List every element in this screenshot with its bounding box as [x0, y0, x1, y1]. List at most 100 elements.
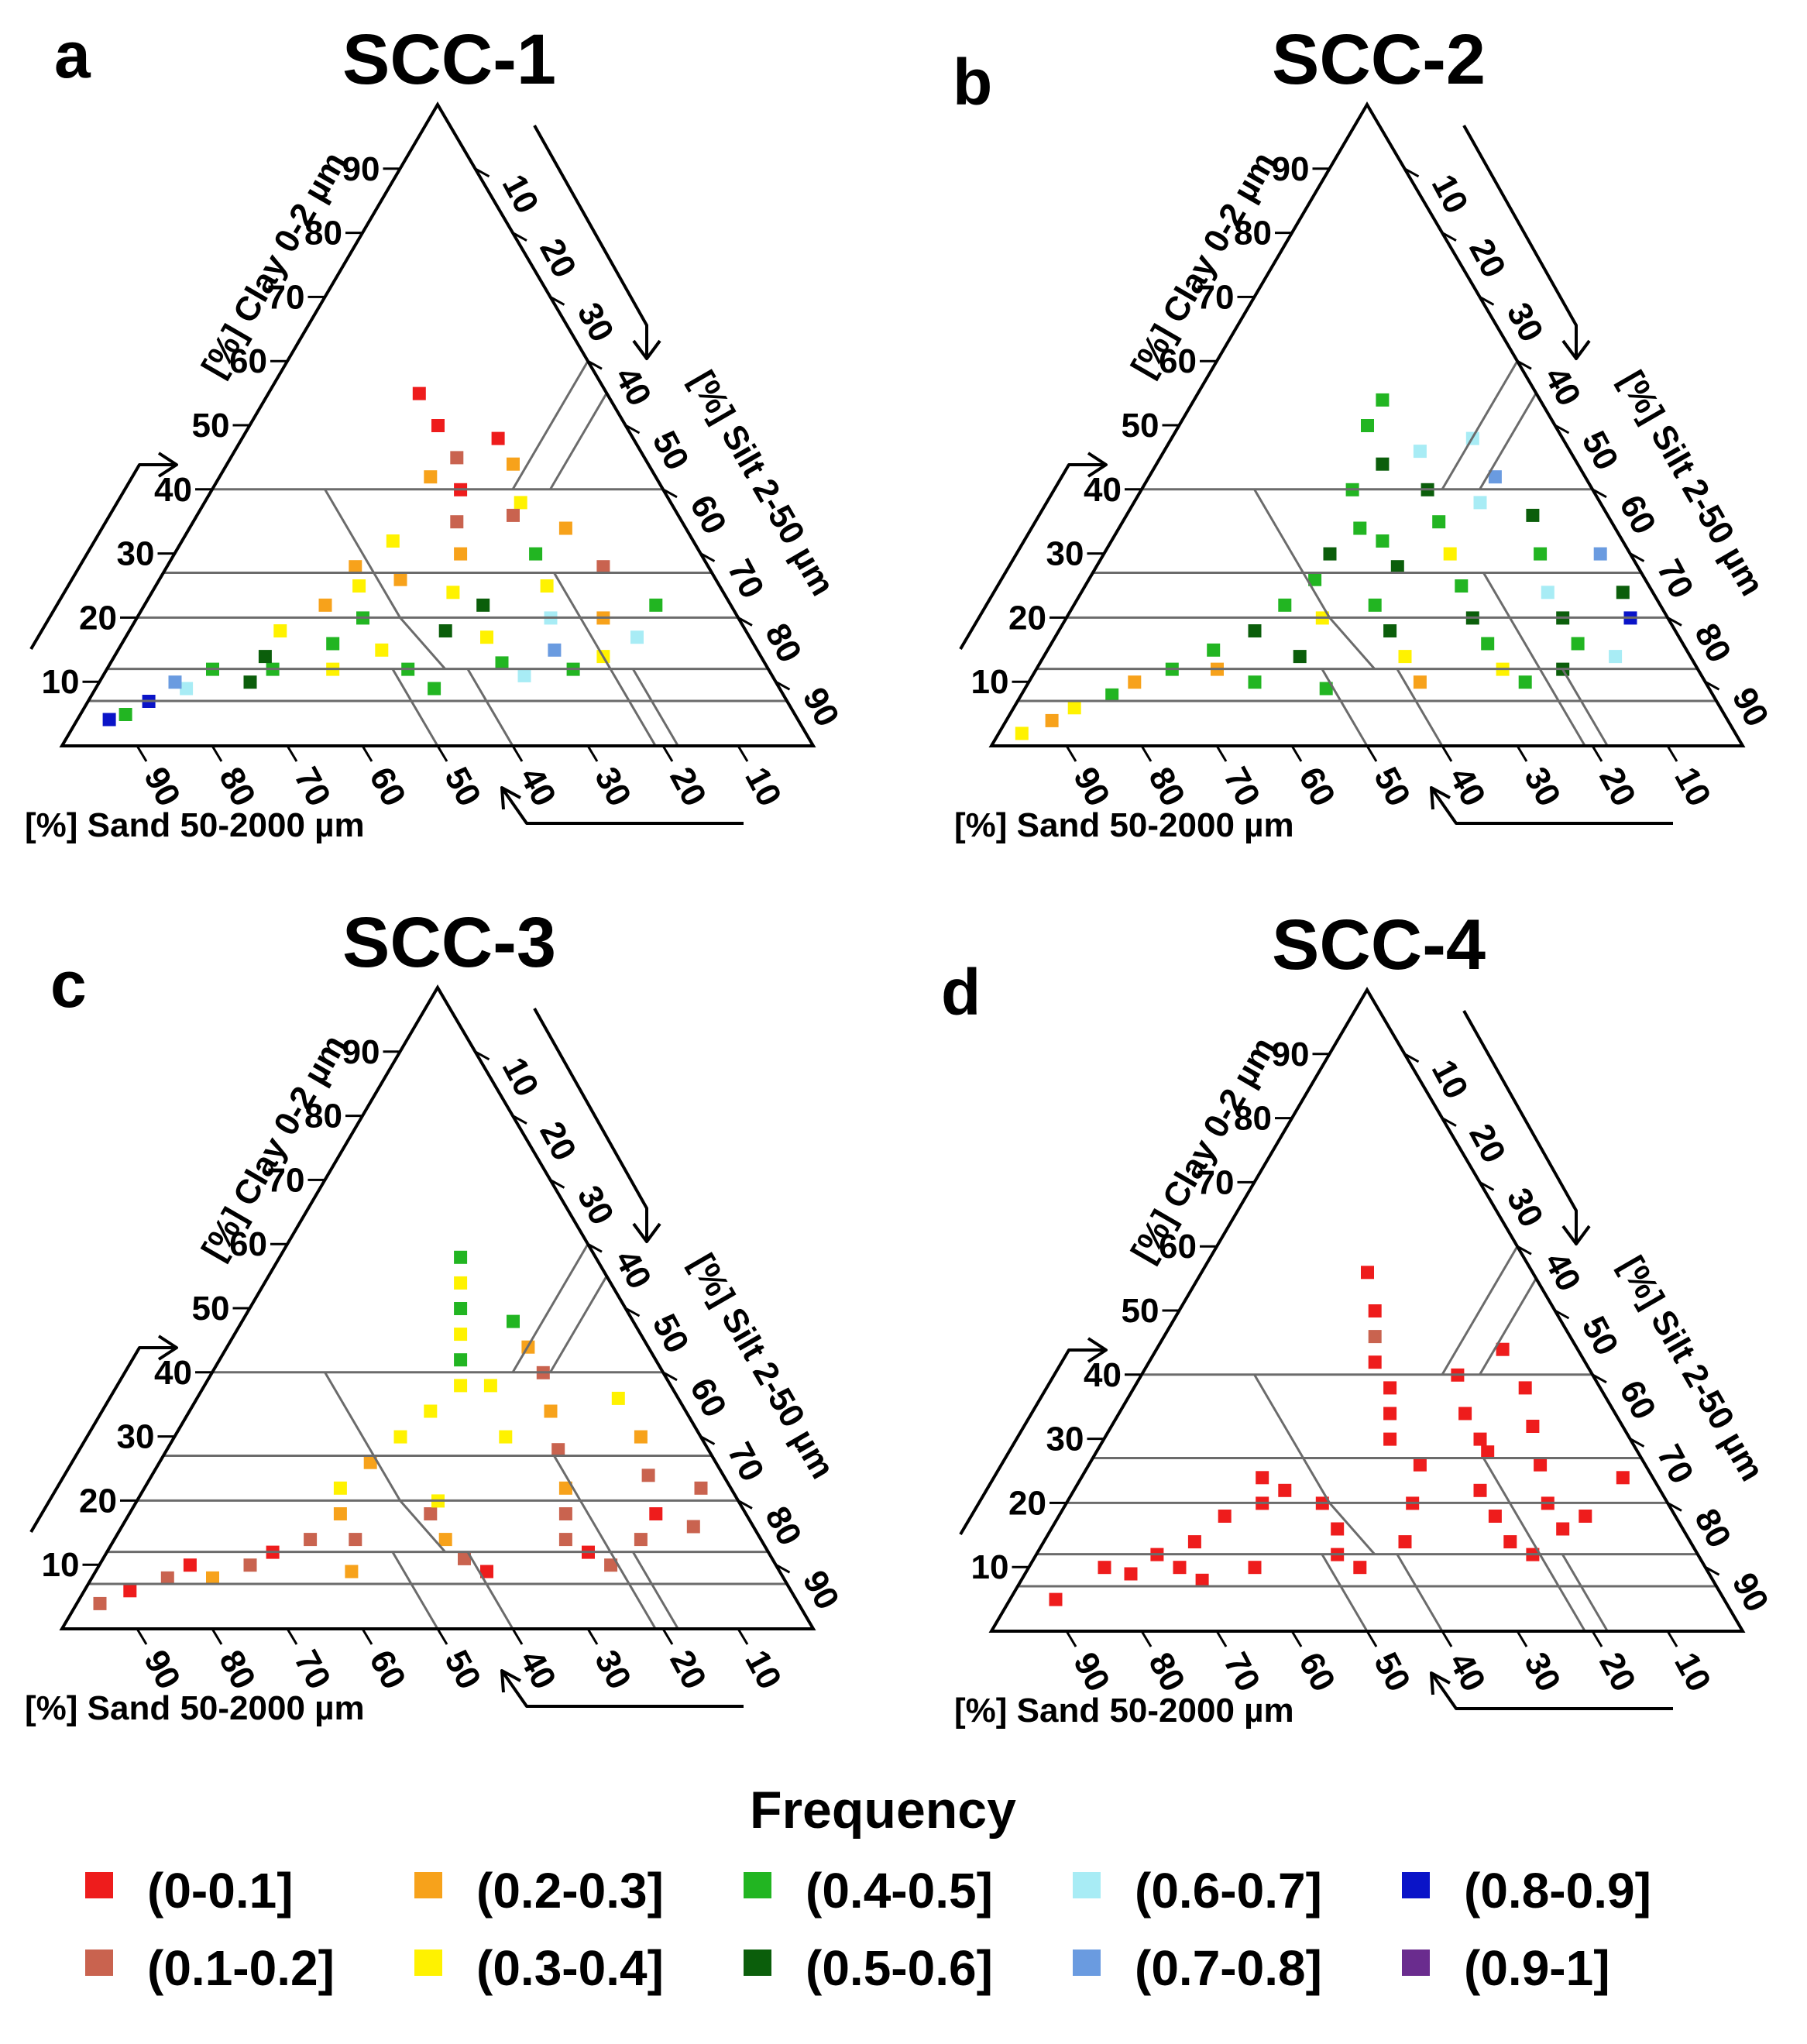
silt-tick [1441, 232, 1457, 242]
data-cell [326, 637, 340, 651]
panel-title: SCC-3 [342, 903, 556, 982]
data-cell [1473, 496, 1487, 510]
clay-axis-label: [%] Clay 0-2 µm [194, 1029, 353, 1266]
data-cell [458, 1551, 471, 1565]
clay-tick-label: 10 [971, 663, 1009, 701]
clay-tick-label: 50 [1122, 1292, 1159, 1330]
data-cell [450, 515, 464, 529]
texture-boundary [1396, 668, 1444, 747]
texture-boundary [324, 1372, 401, 1502]
data-cell [1616, 1471, 1630, 1485]
sand-tick-label: 50 [1366, 1647, 1417, 1698]
data-cell [1432, 515, 1446, 529]
data-cell [1248, 675, 1262, 689]
data-cell [529, 547, 543, 561]
sand-tick-label: 10 [737, 761, 788, 812]
sand-tick [136, 745, 148, 762]
data-cell [1534, 1458, 1548, 1472]
legend-swatch [1402, 1950, 1430, 1976]
sand-tick [661, 1628, 674, 1645]
data-cell [1323, 547, 1337, 561]
clay-tick-label: 50 [192, 407, 230, 445]
legend-label: (0.2-0.3] [476, 1863, 664, 1919]
sand-tick-label: 50 [437, 761, 488, 812]
sand-arrowhead [500, 1669, 521, 1693]
legend-label: (0.5-0.6] [806, 1940, 993, 1996]
data-cell [1541, 586, 1555, 599]
clay-tick-label: 90 [342, 1033, 380, 1071]
texture-boundary [631, 1551, 679, 1630]
texture-boundary [1396, 1553, 1444, 1632]
sand-tick [136, 1628, 148, 1645]
data-cell [1173, 1561, 1187, 1575]
data-cell [393, 572, 407, 586]
silt-tick [775, 1563, 791, 1574]
clay-tick-label: 30 [117, 1418, 155, 1456]
clay-tick-label: 20 [1008, 599, 1046, 637]
silt-tick [699, 1435, 716, 1445]
silt-tick [1592, 1373, 1607, 1384]
data-cell [596, 560, 610, 574]
clay-direction-arrow [29, 1346, 174, 1534]
clay-tick-label: 30 [117, 535, 155, 573]
data-cell [1361, 419, 1374, 432]
silt-tick [624, 1307, 641, 1317]
texture-boundary [1321, 668, 1369, 747]
legend-swatch [1073, 1872, 1101, 1898]
data-cell [1496, 1342, 1510, 1356]
clay-tick-label: 60 [229, 342, 267, 380]
clay-tick-label: 90 [1272, 150, 1310, 188]
silt-arrowhead [1561, 1225, 1591, 1245]
sand-tick-label: 10 [1667, 761, 1718, 812]
legend-title: Frequency [750, 1781, 1016, 1840]
texture-boundary [511, 360, 589, 490]
texture-boundary [1328, 617, 1376, 670]
sand-tick [361, 1628, 373, 1645]
silt-tick [775, 680, 791, 691]
sand-tick [1666, 745, 1678, 762]
data-cell [1049, 1592, 1063, 1606]
panel-letter: d [941, 956, 981, 1029]
texture-boundary [553, 1455, 657, 1630]
data-cell [1593, 547, 1607, 561]
data-cell [649, 1507, 663, 1520]
data-cell [1015, 727, 1029, 740]
clay-tick-label: 90 [342, 150, 380, 188]
data-cell [180, 682, 194, 696]
sand-tick [1366, 1630, 1378, 1647]
data-cell [1278, 598, 1292, 612]
sand-tick-label: 90 [1066, 1647, 1117, 1698]
silt-tick [737, 617, 753, 627]
sand-direction-arrow [502, 1671, 744, 1708]
clay-tick-label: 50 [1122, 407, 1159, 445]
data-cell [1413, 675, 1427, 689]
sand-direction-arrow [1431, 788, 1673, 825]
data-cell [304, 1533, 318, 1547]
sand-tick-label: 30 [587, 761, 638, 812]
sand-tick [1215, 745, 1228, 762]
sand-tick [436, 745, 448, 762]
data-cell [243, 675, 257, 689]
silt-tick [662, 1371, 678, 1382]
legend: Frequency (0-0.1] (0.1-0.2] (0.2-0.3] (0.3-0… [85, 1781, 1651, 1996]
data-cell [1579, 1510, 1592, 1523]
data-cell [630, 630, 644, 644]
sand-tick-label: 30 [1517, 1647, 1568, 1698]
sand-tick [286, 1628, 298, 1645]
ternary-triangle [59, 984, 816, 1630]
data-cell [450, 451, 464, 465]
data-cell [540, 579, 554, 593]
clay-tick-label: 40 [1084, 471, 1122, 509]
sand-tick-label: 20 [662, 1644, 713, 1695]
clay-arrowhead [157, 452, 178, 478]
texture-boundary [1441, 1245, 1519, 1376]
data-cell [454, 1328, 468, 1341]
clay-tick-label: 70 [1197, 1163, 1235, 1201]
clay-axis-label: [%] Clay 0-2 µm [194, 146, 353, 383]
sand-tick [661, 745, 674, 762]
sand-tick [1290, 1630, 1303, 1647]
sand-tick-label: 70 [1216, 761, 1267, 812]
data-cell [686, 1520, 700, 1534]
sand-tick [1065, 1630, 1077, 1647]
